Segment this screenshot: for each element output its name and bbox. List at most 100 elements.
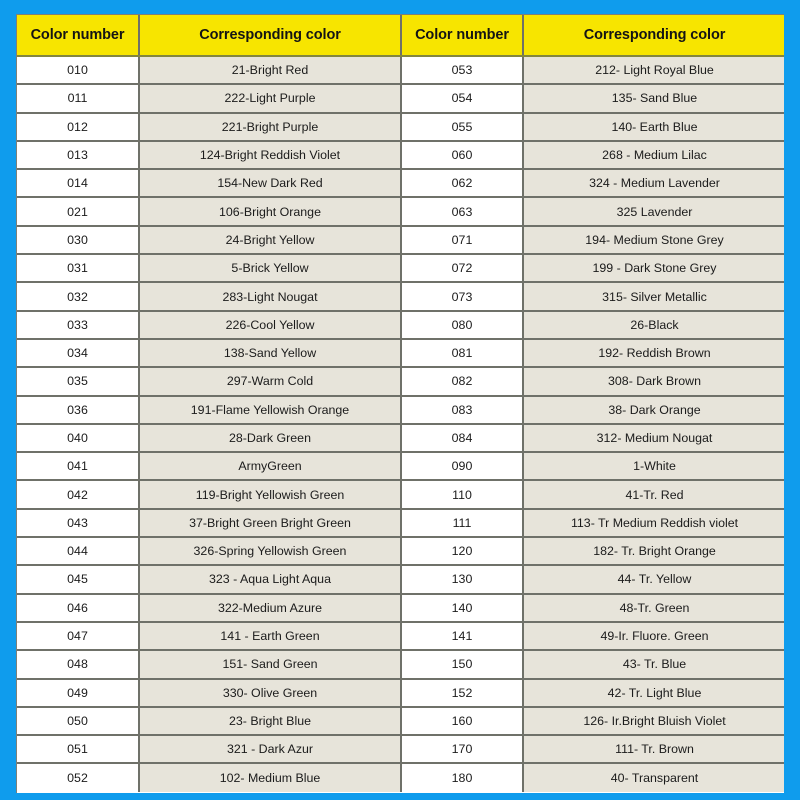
cell-color-name-left: 154-New Dark Red	[139, 169, 402, 199]
cell-color-name-left: 326-Spring Yellowish Green	[139, 537, 402, 567]
cell-color-name-left: 330- Olive Green	[139, 678, 402, 708]
cell-color-name-right: 49-Ir. Fluore. Green	[523, 621, 784, 652]
cell-color-name-right: 268 - Medium Lilac	[523, 140, 784, 171]
header-corresponding-color-right: Corresponding color	[523, 15, 784, 57]
cell-color-number-right: 152	[401, 678, 524, 708]
cell-color-number-left: 014	[17, 169, 140, 199]
cell-color-number-left: 010	[17, 56, 140, 86]
cell-color-name-left: 23- Bright Blue	[139, 706, 402, 737]
cell-color-name-left: 141 - Earth Green	[139, 621, 402, 652]
cell-color-name-left: 222-Light Purple	[139, 84, 402, 114]
table-row: 045 323 - Aqua Light Aqua 130 44- Tr. Yello…	[17, 565, 784, 595]
cell-color-name-right: 111- Tr. Brown	[523, 735, 784, 765]
cell-color-number-left: 049	[17, 678, 140, 708]
cell-color-number-left: 041	[17, 452, 140, 482]
cell-color-name-left: 124-Bright Reddish Violet	[139, 140, 402, 171]
table-row: 049 330- Olive Green 152 42- Tr. Light Blue	[17, 678, 784, 708]
cell-color-number-right: 111	[401, 508, 524, 539]
table-row: 013 124-Bright Reddish Violet 060 268 - Med…	[17, 140, 784, 171]
cell-color-name-left: 322-Medium Azure	[139, 593, 402, 623]
cell-color-number-left: 013	[17, 140, 140, 171]
cell-color-number-right: 073	[401, 282, 524, 312]
cell-color-name-right: 41-Tr. Red	[523, 480, 784, 510]
cell-color-name-left: 24-Bright Yellow	[139, 225, 402, 256]
table-row: 032 283-Light Nougat 073 315- Silver Metall…	[17, 282, 784, 312]
cell-color-number-left: 042	[17, 480, 140, 510]
header-row: Color number Corresponding color Color n…	[17, 15, 784, 57]
cell-color-name-right: 44- Tr. Yellow	[523, 565, 784, 595]
cell-color-name-right: 325 Lavender	[523, 197, 784, 227]
table-row: 042 119-Bright Yellowish Green 110 41-Tr. R…	[17, 480, 784, 510]
cell-color-number-right: 120	[401, 537, 524, 567]
header-corresponding-color-left: Corresponding color	[139, 15, 402, 57]
cell-color-name-right: 199 - Dark Stone Grey	[523, 254, 784, 284]
cell-color-number-right: 090	[401, 452, 524, 482]
cell-color-number-left: 012	[17, 112, 140, 142]
cell-color-number-left: 052	[17, 763, 140, 792]
cell-color-number-left: 047	[17, 621, 140, 652]
cell-color-number-left: 030	[17, 225, 140, 256]
cell-color-name-left: 21-Bright Red	[139, 56, 402, 86]
cell-color-name-right: 26-Black	[523, 310, 784, 340]
cell-color-number-left: 034	[17, 338, 140, 369]
cell-color-number-right: 110	[401, 480, 524, 510]
cell-color-name-left: 297-Warm Cold	[139, 367, 402, 397]
cell-color-name-right: 126- Ir.Bright Bluish Violet	[523, 706, 784, 737]
cell-color-number-right: 054	[401, 84, 524, 114]
cell-color-name-left: 191-Flame Yellowish Orange	[139, 395, 402, 425]
table-row: 034 138-Sand Yellow 081 192- Reddish Brown	[17, 338, 784, 369]
table-row: 051 321 - Dark Azur 170 111- Tr. Brown	[17, 735, 784, 765]
cell-color-number-right: 062	[401, 169, 524, 199]
table-header: Color number Corresponding color Color n…	[17, 15, 784, 57]
cell-color-name-right: 1-White	[523, 452, 784, 482]
cell-color-number-left: 032	[17, 282, 140, 312]
cell-color-name-right: 194- Medium Stone Grey	[523, 225, 784, 256]
cell-color-number-left: 046	[17, 593, 140, 623]
table-row: 033 226-Cool Yellow 080 26-Black	[17, 310, 784, 340]
cell-color-number-right: 170	[401, 735, 524, 765]
table-row: 011 222-Light Purple 054 135- Sand Blue	[17, 84, 784, 114]
cell-color-name-right: 43- Tr. Blue	[523, 650, 784, 680]
table-row: 040 28-Dark Green 084 312- Medium Nougat	[17, 423, 784, 454]
cell-color-number-right: 084	[401, 423, 524, 454]
table-row: 048 151- Sand Green 150 43- Tr. Blue	[17, 650, 784, 680]
table-row: 044 326-Spring Yellowish Green 120 182- Tr.…	[17, 537, 784, 567]
cell-color-number-right: 081	[401, 338, 524, 369]
table-row: 012 221-Bright Purple 055 140- Earth Blue	[17, 112, 784, 142]
cell-color-name-left: 106-Bright Orange	[139, 197, 402, 227]
cell-color-name-right: 212- Light Royal Blue	[523, 56, 784, 86]
cell-color-name-right: 324 - Medium Lavender	[523, 169, 784, 199]
cell-color-number-right: 180	[401, 763, 524, 792]
color-reference-table: Color number Corresponding color Color n…	[17, 15, 784, 792]
cell-color-number-right: 160	[401, 706, 524, 737]
header-color-number-left: Color number	[17, 15, 140, 57]
cell-color-name-left: 119-Bright Yellowish Green	[139, 480, 402, 510]
cell-color-name-right: 48-Tr. Green	[523, 593, 784, 623]
table-body: 010 21-Bright Red 053 212- Light Royal Blue…	[17, 56, 784, 792]
cell-color-name-right: 42- Tr. Light Blue	[523, 678, 784, 708]
cell-color-number-right: 130	[401, 565, 524, 595]
cell-color-number-left: 050	[17, 706, 140, 737]
color-chart-frame: Color number Corresponding color Color n…	[16, 14, 784, 793]
cell-color-name-left: 28-Dark Green	[139, 423, 402, 454]
cell-color-name-right: 135- Sand Blue	[523, 84, 784, 114]
cell-color-number-right: 150	[401, 650, 524, 680]
cell-color-number-left: 021	[17, 197, 140, 227]
cell-color-name-right: 308- Dark Brown	[523, 367, 784, 397]
cell-color-number-left: 048	[17, 650, 140, 680]
cell-color-number-right: 072	[401, 254, 524, 284]
cell-color-number-left: 051	[17, 735, 140, 765]
cell-color-name-left: 151- Sand Green	[139, 650, 402, 680]
table-row: 047 141 - Earth Green 141 49-Ir. Fluore. Gr…	[17, 621, 784, 652]
table-row: 021 106-Bright Orange 063 325 Lavender	[17, 197, 784, 227]
table-row: 030 24-Bright Yellow 071 194- Medium Stone …	[17, 225, 784, 256]
table-row: 031 5-Brick Yellow 072 199 - Dark Stone Gre…	[17, 254, 784, 284]
cell-color-name-left: 138-Sand Yellow	[139, 338, 402, 369]
cell-color-number-right: 080	[401, 310, 524, 340]
cell-color-name-left: 102- Medium Blue	[139, 763, 402, 792]
cell-color-name-left: 321 - Dark Azur	[139, 735, 402, 765]
cell-color-name-left: 37-Bright Green Bright Green	[139, 508, 402, 539]
cell-color-name-right: 315- Silver Metallic	[523, 282, 784, 312]
cell-color-name-left: 221-Bright Purple	[139, 112, 402, 142]
